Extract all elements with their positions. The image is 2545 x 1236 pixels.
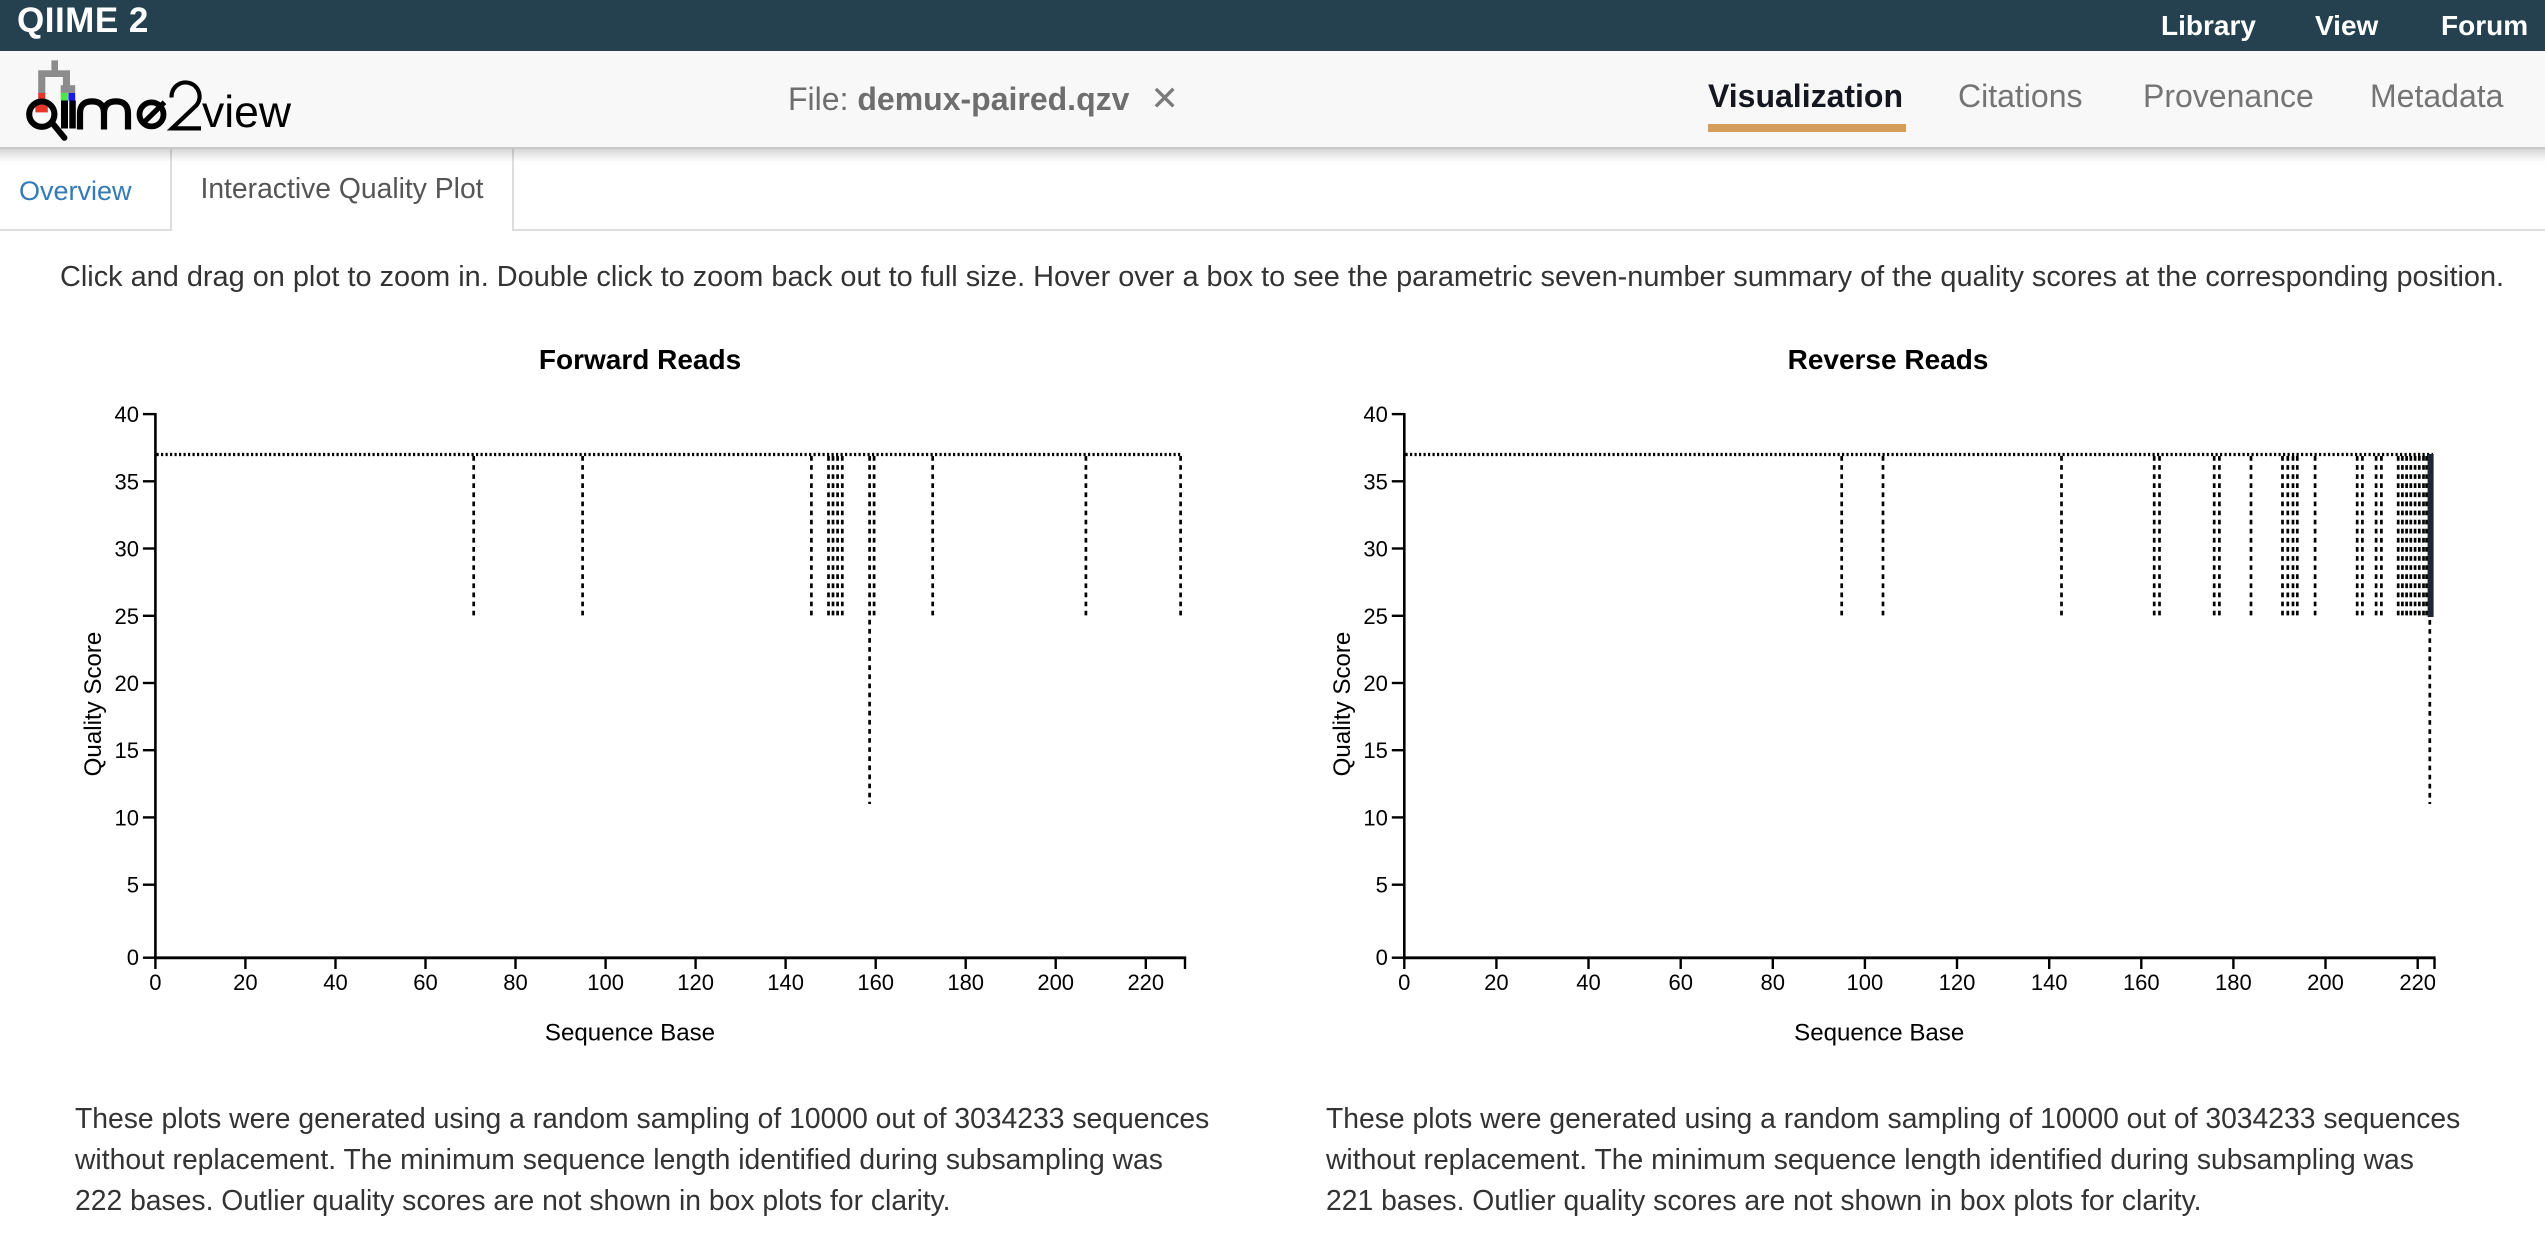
svg-text:180: 180: [947, 970, 984, 995]
svg-text:60: 60: [1668, 970, 1692, 995]
svg-text:220: 220: [1127, 970, 1164, 995]
svg-text:180: 180: [2215, 970, 2252, 995]
svg-text:160: 160: [2123, 970, 2160, 995]
svg-text:30: 30: [1363, 537, 1387, 562]
svg-text:10: 10: [1363, 805, 1387, 830]
svg-text:Reverse Reads: Reverse Reads: [1788, 344, 1989, 375]
svg-text:20: 20: [233, 970, 257, 995]
svg-text:140: 140: [767, 970, 804, 995]
svg-text:Sequence Base: Sequence Base: [545, 1020, 715, 1047]
svg-text:30: 30: [115, 537, 139, 562]
svg-text:5: 5: [127, 873, 139, 898]
svg-text:120: 120: [1939, 970, 1976, 995]
svg-text:5: 5: [1376, 873, 1388, 898]
svg-text:Quality Score: Quality Score: [80, 632, 107, 777]
svg-text:Sequence Base: Sequence Base: [1794, 1020, 1964, 1047]
svg-text:100: 100: [1847, 970, 1884, 995]
svg-text:35: 35: [1363, 469, 1387, 494]
svg-text:20: 20: [115, 671, 139, 696]
svg-text:Forward Reads: Forward Reads: [539, 344, 741, 375]
svg-text:0: 0: [1376, 945, 1388, 970]
svg-text:10: 10: [115, 805, 139, 830]
svg-text:200: 200: [2307, 970, 2344, 995]
svg-text:220: 220: [2399, 970, 2436, 995]
svg-text:60: 60: [413, 970, 437, 995]
svg-text:15: 15: [1363, 738, 1387, 763]
svg-text:0: 0: [1398, 970, 1410, 995]
svg-text:100: 100: [587, 970, 624, 995]
svg-text:40: 40: [1576, 970, 1600, 995]
svg-text:20: 20: [1363, 671, 1387, 696]
svg-text:160: 160: [857, 970, 894, 995]
svg-text:40: 40: [1363, 402, 1387, 427]
svg-text:25: 25: [115, 604, 139, 629]
svg-text:40: 40: [323, 970, 347, 995]
svg-text:0: 0: [127, 945, 139, 970]
svg-text:40: 40: [115, 402, 139, 427]
svg-text:80: 80: [1761, 970, 1785, 995]
svg-text:200: 200: [1037, 970, 1074, 995]
svg-text:20: 20: [1484, 970, 1508, 995]
svg-text:25: 25: [1363, 604, 1387, 629]
svg-text:Quality Score: Quality Score: [1329, 632, 1356, 777]
svg-text:80: 80: [503, 970, 527, 995]
svg-text:140: 140: [2031, 970, 2068, 995]
svg-text:35: 35: [115, 469, 139, 494]
svg-text:120: 120: [677, 970, 714, 995]
svg-text:0: 0: [149, 970, 161, 995]
svg-text:15: 15: [115, 738, 139, 763]
